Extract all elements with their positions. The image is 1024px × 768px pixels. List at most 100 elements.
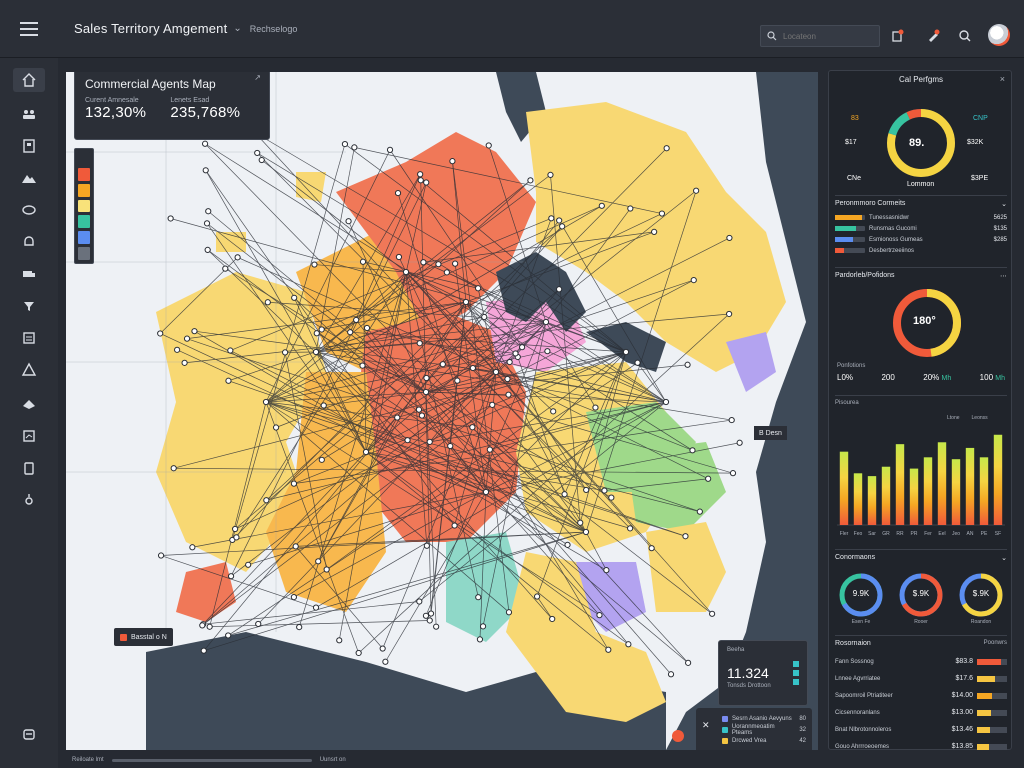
agent-node[interactable]: [205, 208, 212, 215]
agent-node[interactable]: [486, 446, 493, 453]
agent-node[interactable]: [485, 142, 492, 149]
progress-row[interactable]: Desbertrzeeiinos: [835, 245, 1007, 256]
notification-icon[interactable]: [886, 25, 908, 47]
agent-node[interactable]: [447, 442, 454, 450]
chart-bar[interactable]: [895, 444, 905, 525]
chart-bar[interactable]: [993, 434, 1003, 525]
agent-node[interactable]: [479, 623, 487, 630]
chart-bar[interactable]: [909, 468, 919, 525]
agent-node[interactable]: [359, 258, 367, 265]
agent-node[interactable]: [547, 171, 554, 178]
agent-node[interactable]: [622, 348, 630, 356]
agent-node[interactable]: [462, 298, 470, 306]
progress-row[interactable]: Runsmas Gucomi $135: [835, 223, 1007, 234]
agent-node[interactable]: [726, 310, 733, 318]
agent-node[interactable]: [296, 624, 303, 631]
search-tool-icon[interactable]: [954, 25, 976, 47]
sidebar-item-filter[interactable]: [13, 294, 45, 318]
region-carolinas[interactable]: [646, 522, 726, 612]
region-southeast[interactable]: [576, 562, 646, 632]
legend-swatch-mild[interactable]: [78, 199, 90, 213]
sidebar-item-shipments[interactable]: [13, 392, 45, 416]
agent-node[interactable]: [564, 541, 571, 548]
chart-bar[interactable]: [979, 457, 989, 525]
legend-swatch-blue[interactable]: [78, 231, 90, 245]
agent-nodes[interactable]: [157, 129, 743, 742]
agent-node[interactable]: [394, 189, 402, 197]
agent-node[interactable]: [512, 350, 519, 357]
agent-node[interactable]: [596, 612, 603, 619]
agent-node[interactable]: [476, 636, 484, 643]
agent-node[interactable]: [227, 347, 234, 354]
agent-node[interactable]: [474, 285, 482, 292]
agent-node[interactable]: [386, 146, 394, 153]
territory-map[interactable]: Commercial Agents Map ↗ Curent Amnesale …: [66, 72, 818, 750]
progress-row[interactable]: Tunessasnidwr 5625: [835, 212, 1007, 223]
ranking-row[interactable]: Fann Sossnog $83.8: [835, 653, 1007, 670]
ranking-row[interactable]: Gouo Ahrrroeoemes $13.85: [835, 738, 1007, 755]
agent-node[interactable]: [598, 202, 605, 209]
agent-node[interactable]: [449, 158, 456, 165]
hamburger-menu-icon[interactable]: [0, 0, 58, 58]
agent-node[interactable]: [189, 544, 196, 551]
agent-node[interactable]: [556, 286, 563, 293]
agent-node[interactable]: [292, 543, 299, 550]
agent-node[interactable]: [423, 179, 430, 186]
map-scrollbar[interactable]: [111, 758, 312, 762]
agent-node[interactable]: [174, 346, 181, 353]
agent-node[interactable]: [318, 456, 325, 463]
region-northeast[interactable]: [526, 102, 786, 372]
agent-node[interactable]: [290, 480, 298, 487]
agent-node[interactable]: [549, 615, 556, 623]
sidebar-item-alerts[interactable]: [13, 230, 45, 254]
agent-node[interactable]: [427, 610, 435, 617]
agent-node[interactable]: [561, 491, 568, 498]
agent-node[interactable]: [651, 228, 658, 235]
agent-node[interactable]: [345, 218, 352, 225]
marker-tag[interactable]: B Desn: [754, 426, 787, 440]
agent-node[interactable]: [363, 324, 371, 332]
agent-node[interactable]: [452, 260, 459, 267]
agent-node[interactable]: [439, 361, 446, 368]
agent-node[interactable]: [199, 622, 206, 629]
agent-node[interactable]: [255, 620, 262, 628]
agent-node[interactable]: [402, 268, 410, 276]
sidebar-item-reports[interactable]: [13, 424, 45, 448]
chevron-down-icon[interactable]: ⌄: [1001, 555, 1007, 562]
ranking-row[interactable]: Sapoomroil Ptriatiteer $14.00: [835, 687, 1007, 704]
agent-node[interactable]: [225, 377, 232, 384]
agent-node[interactable]: [423, 542, 430, 549]
agent-node[interactable]: [417, 177, 424, 184]
legend-swatch-gray[interactable]: [78, 247, 90, 261]
agent-node[interactable]: [157, 552, 165, 559]
agent-node[interactable]: [433, 623, 440, 630]
agent-node[interactable]: [729, 470, 737, 477]
agent-node[interactable]: [693, 187, 700, 194]
more-icon[interactable]: ⋯: [1000, 273, 1007, 280]
agent-node[interactable]: [157, 330, 164, 337]
agent-node[interactable]: [728, 416, 735, 424]
agent-node[interactable]: [206, 623, 213, 630]
chart-bar[interactable]: [951, 459, 961, 525]
agent-node[interactable]: [682, 533, 689, 540]
agent-node[interactable]: [435, 261, 442, 268]
sidebar-item-list[interactable]: [13, 326, 45, 350]
agent-node[interactable]: [355, 649, 362, 657]
agent-node[interactable]: [489, 401, 496, 408]
agent-node[interactable]: [481, 313, 488, 321]
avatar[interactable]: [988, 24, 1010, 46]
agent-node[interactable]: [351, 144, 358, 151]
agent-node[interactable]: [416, 598, 423, 605]
agent-node[interactable]: [696, 508, 703, 515]
agent-node[interactable]: [601, 487, 608, 494]
agent-node[interactable]: [492, 368, 500, 376]
agent-node[interactable]: [577, 519, 584, 526]
agent-node[interactable]: [234, 254, 241, 261]
agent-node[interactable]: [544, 348, 551, 355]
agent-node[interactable]: [451, 522, 458, 529]
agent-node[interactable]: [200, 647, 207, 654]
region-south[interactable]: [446, 532, 526, 642]
region-gulf-coast[interactable]: [506, 552, 666, 722]
agent-node[interactable]: [426, 617, 433, 624]
agent-node[interactable]: [603, 567, 610, 574]
